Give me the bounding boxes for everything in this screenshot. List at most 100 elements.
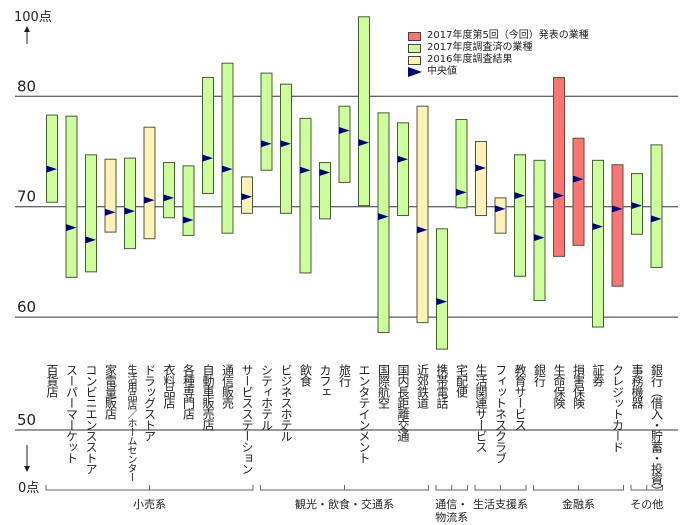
median-marker	[319, 168, 330, 176]
category-label: 銀行	[532, 364, 547, 386]
range-bar	[592, 159, 604, 328]
median-marker	[417, 226, 428, 234]
median-marker	[300, 166, 311, 174]
category-label: 自動車販売店	[201, 364, 215, 430]
median-marker	[261, 140, 272, 148]
range-bar	[202, 77, 214, 194]
legend-label: 中央値	[427, 66, 457, 77]
group-label: 観光・飲食・交通系	[295, 498, 394, 511]
range-bar	[572, 137, 585, 246]
median-marker	[183, 216, 194, 224]
median-marker	[456, 188, 467, 196]
category-label: 生活用品店／ホームセンター	[125, 364, 136, 481]
median-marker	[573, 175, 584, 183]
category-label: ドラッグストア	[142, 364, 157, 441]
median-marker	[631, 202, 642, 210]
category-label: 銀行（借入・貯蓄・投資）	[649, 364, 664, 496]
median-marker	[339, 127, 350, 135]
median-marker	[163, 194, 174, 202]
median-marker	[475, 164, 486, 172]
down-arrow-head-icon	[24, 466, 30, 472]
category-label: 教育サービス	[513, 364, 527, 430]
category-label: 各種専門店	[181, 364, 196, 419]
median-marker	[612, 205, 623, 213]
range-bar	[436, 228, 448, 350]
range-bar	[104, 158, 117, 233]
category-label: ビジネスホテル	[279, 364, 293, 441]
range-bar	[377, 112, 390, 334]
category-label: スーパーマーケット	[64, 364, 79, 463]
range-bar	[280, 83, 292, 214]
legend: 2017年度第5回（今回）発表の業種 2017年度調査済の業種 2016年度調査…	[408, 30, 589, 78]
median-marker	[651, 215, 662, 223]
range-bar	[143, 126, 156, 240]
median-marker	[592, 223, 603, 231]
category-label: 事務機器	[630, 364, 644, 408]
range-bar	[163, 162, 175, 219]
category-label: 国際航空	[376, 364, 391, 408]
legend-item-2017: 2017年度調査済の業種	[408, 42, 589, 54]
median-marker	[124, 207, 135, 215]
category-label: 生命保険	[552, 364, 566, 408]
category-label: 旅行	[337, 364, 352, 386]
y-tick-label: 60	[17, 298, 36, 316]
category-label: 証券	[591, 364, 605, 386]
group-label: 通信・物流系	[435, 498, 469, 524]
group-label: 生活支援系	[473, 498, 528, 511]
range-bar	[650, 144, 663, 268]
median-marker	[222, 165, 233, 173]
category-label: 国内長距離交通	[396, 364, 410, 441]
range-bar	[416, 105, 429, 324]
legend-swatch-red	[408, 31, 421, 41]
range-bar	[358, 16, 370, 207]
median-marker	[378, 213, 389, 221]
median-marker	[202, 154, 213, 162]
group-label: 小売系	[133, 498, 166, 511]
legend-item-2016: 2016年度調査結果	[408, 54, 589, 66]
median-marker	[358, 139, 369, 147]
category-label: クレジットカード	[610, 364, 625, 452]
range-bar	[553, 77, 565, 257]
median-marker	[495, 205, 506, 213]
median-marker	[280, 140, 291, 148]
legend-label: 2017年度調査済の業種	[427, 42, 533, 53]
median-marker	[553, 192, 564, 200]
median-marker	[534, 234, 545, 242]
range-bar	[611, 164, 624, 287]
group-label: 金融系	[562, 498, 595, 511]
range-bar	[299, 117, 312, 274]
range-bar	[514, 154, 526, 277]
median-marker	[66, 224, 77, 232]
category-label: エンタテインメント	[357, 364, 371, 463]
category-label: 飲食	[298, 364, 313, 386]
category-label: 生活関連サービス	[474, 364, 488, 452]
up-arrow-head-icon	[24, 26, 30, 32]
median-marker	[436, 298, 447, 306]
group-label: その他	[630, 498, 664, 511]
category-label: 宅配便	[454, 364, 469, 397]
median-marker	[241, 193, 252, 201]
category-label: 通信販売	[220, 364, 235, 408]
y-tick-label: 70	[17, 188, 36, 206]
range-bar	[182, 165, 195, 236]
range-bar	[260, 72, 273, 171]
category-label: 近郊鉄道	[415, 364, 430, 408]
range-bar	[46, 114, 58, 203]
legend-item-current: 2017年度第5回（今回）発表の業種	[408, 30, 589, 42]
category-label: 百貨店	[45, 364, 59, 397]
median-marker	[397, 155, 408, 163]
legend-swatch-green	[408, 43, 421, 53]
range-bar	[475, 141, 487, 217]
range-bar	[455, 118, 468, 209]
median-marker	[105, 208, 116, 216]
median-marker	[85, 236, 96, 244]
range-bar	[397, 122, 409, 217]
legend-label: 2017年度第5回（今回）発表の業種	[427, 30, 589, 41]
category-label: サービスステーション	[240, 364, 254, 474]
range-bar	[494, 197, 507, 234]
range-bar	[533, 159, 546, 302]
legend-label: 2016年度調査結果	[427, 54, 513, 65]
y-tick-label: 50	[17, 411, 36, 429]
median-marker	[144, 196, 155, 204]
